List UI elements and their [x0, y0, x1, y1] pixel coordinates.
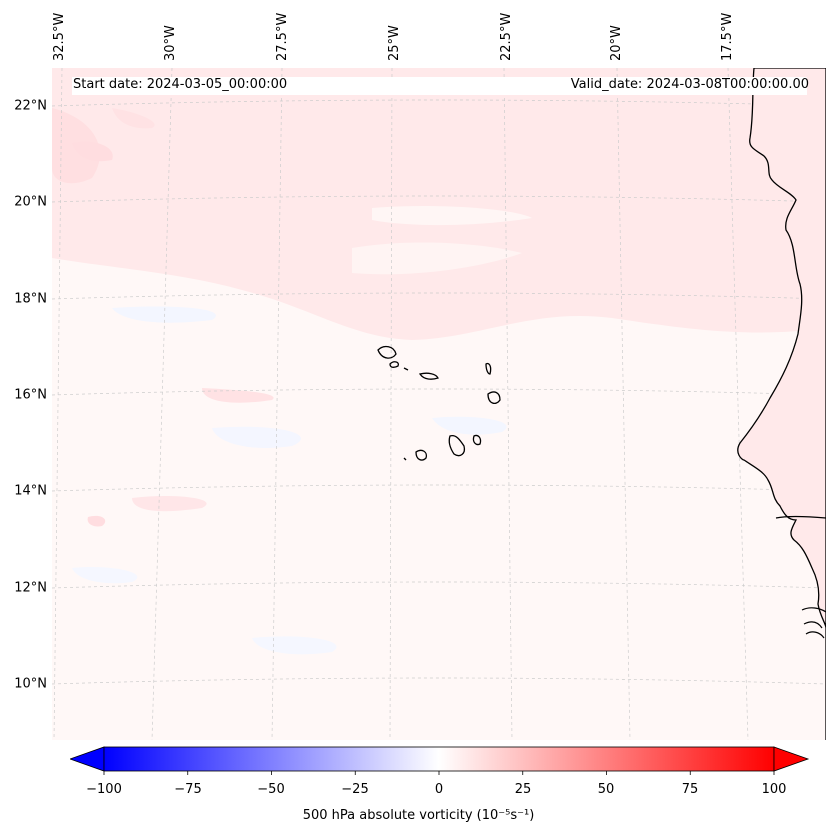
neutral-vorticity-patch [372, 206, 532, 226]
boa-vista-island [487, 391, 501, 405]
longitude-gridline [727, 68, 749, 740]
fogo-island [415, 449, 428, 461]
positive-vorticity-patch [202, 388, 274, 403]
longitude-gridline [53, 68, 63, 740]
santiago-island [448, 434, 466, 457]
colorbar-tick-label: −25 [341, 782, 369, 797]
lat-label-12n: 12°N [14, 580, 47, 596]
positive-vorticity-patch [132, 496, 207, 512]
latitude-gridline [52, 484, 826, 492]
colorbar-tick-label: −100 [86, 782, 122, 797]
lat-label-16n: 16°N [14, 387, 47, 403]
negative-vorticity-patch [112, 306, 216, 323]
longitude-gridline [389, 68, 393, 740]
longitude-gridline [271, 68, 283, 740]
latitude-gridline [52, 195, 826, 203]
gridlines [52, 68, 826, 740]
colorbar-high-extend-arrow [773, 746, 810, 772]
colorbar-tick-label: 100 [761, 782, 787, 797]
colorbar-tick-label: 25 [514, 782, 532, 797]
colorbar-tick-label: −75 [174, 782, 202, 797]
maio-island [472, 434, 482, 446]
negative-vorticity-patch [212, 426, 301, 448]
santo-antao-island [377, 345, 397, 359]
lon-label-32-5w: 32.5°W [52, 12, 67, 61]
colorbar-tick-label: 75 [681, 782, 699, 797]
lat-label-22n: 22°N [14, 98, 47, 114]
positive-vorticity-patch [112, 108, 155, 129]
colorbar-tick-label: 0 [434, 782, 444, 797]
lon-label-25w: 25°W [387, 25, 402, 61]
positive-vorticity-patch [87, 515, 106, 527]
positive-vorticity-band [52, 68, 826, 340]
latitude-gridline [52, 99, 826, 107]
valid-date-label: Valid_date: 2024-03-08T00:00:00.00 [570, 77, 809, 92]
info-bar [72, 77, 807, 95]
negative-vorticity-patch [72, 567, 138, 584]
colorbar-tick-marks [103, 771, 775, 775]
sal-island [485, 362, 492, 375]
lon-label-22-5w: 22.5°W [499, 12, 514, 61]
colorbar-low-extend-arrow [70, 746, 105, 772]
lat-label-18n: 18°N [14, 291, 47, 307]
positive-vorticity-patch [72, 141, 113, 162]
negative-vorticity-patch [432, 416, 507, 435]
africa-coastline [737, 68, 826, 740]
colorbar-gradient [103, 746, 775, 772]
longitude-gridline [151, 68, 173, 740]
sao-nicolau-island [418, 372, 439, 380]
gambia-river-coast [775, 515, 826, 519]
lon-label-20w: 20°W [609, 25, 624, 61]
latitude-gridline [52, 292, 826, 300]
lon-label-17-5w: 17.5°W [720, 12, 735, 61]
longitude-gridline [616, 68, 631, 740]
cape-verde-islands [377, 345, 501, 461]
latitude-gridline [52, 581, 826, 589]
lat-label-10n: 10°N [14, 676, 47, 692]
colorbar-title: 500 hPa absolute vorticity (10⁻⁵s⁻¹) [302, 808, 535, 823]
map-canvas[interactable] [52, 68, 826, 740]
colorbar [70, 746, 810, 775]
colorbar-tick-label: 50 [597, 782, 615, 797]
lon-label-30w: 30°W [163, 25, 178, 61]
colorbar-tick-label: −50 [257, 782, 285, 797]
lat-label-20n: 20°N [14, 194, 47, 210]
neutral-vorticity-patch [352, 242, 522, 275]
santa-luzia-island [403, 367, 409, 371]
guinea-bissau-islands [801, 607, 826, 639]
brava-island [403, 457, 407, 461]
latitude-gridline [52, 677, 826, 685]
longitude-gridline [503, 68, 513, 740]
sao-vicente-island [389, 361, 400, 368]
lat-label-14n: 14°N [14, 483, 47, 499]
lon-label-27-5w: 27.5°W [275, 12, 290, 61]
start-date-label: Start date: 2024-03-05_00:00:00 [73, 77, 288, 92]
